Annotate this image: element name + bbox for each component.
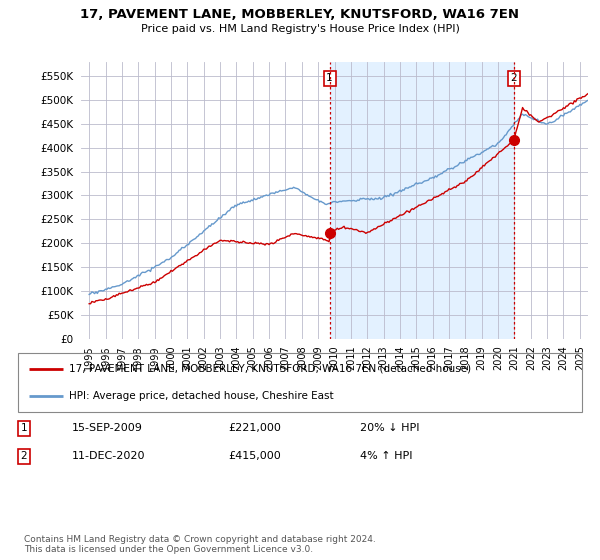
Bar <box>329 62 514 339</box>
Text: 2: 2 <box>510 73 517 83</box>
Text: Price paid vs. HM Land Registry's House Price Index (HPI): Price paid vs. HM Land Registry's House … <box>140 24 460 34</box>
Text: £221,000: £221,000 <box>228 423 281 433</box>
Text: 20% ↓ HPI: 20% ↓ HPI <box>360 423 419 433</box>
Text: HPI: Average price, detached house, Cheshire East: HPI: Average price, detached house, Ches… <box>69 391 334 401</box>
Text: 11-DEC-2020: 11-DEC-2020 <box>72 451 146 461</box>
Text: 2: 2 <box>20 451 28 461</box>
Text: 15-SEP-2009: 15-SEP-2009 <box>72 423 143 433</box>
Text: 17, PAVEMENT LANE, MOBBERLEY, KNUTSFORD, WA16 7EN (detached house): 17, PAVEMENT LANE, MOBBERLEY, KNUTSFORD,… <box>69 363 471 374</box>
Text: 17, PAVEMENT LANE, MOBBERLEY, KNUTSFORD, WA16 7EN: 17, PAVEMENT LANE, MOBBERLEY, KNUTSFORD,… <box>80 8 520 21</box>
Text: £415,000: £415,000 <box>228 451 281 461</box>
Text: 1: 1 <box>326 73 333 83</box>
Text: 1: 1 <box>20 423 28 433</box>
Text: Contains HM Land Registry data © Crown copyright and database right 2024.
This d: Contains HM Land Registry data © Crown c… <box>24 535 376 554</box>
Text: 4% ↑ HPI: 4% ↑ HPI <box>360 451 413 461</box>
